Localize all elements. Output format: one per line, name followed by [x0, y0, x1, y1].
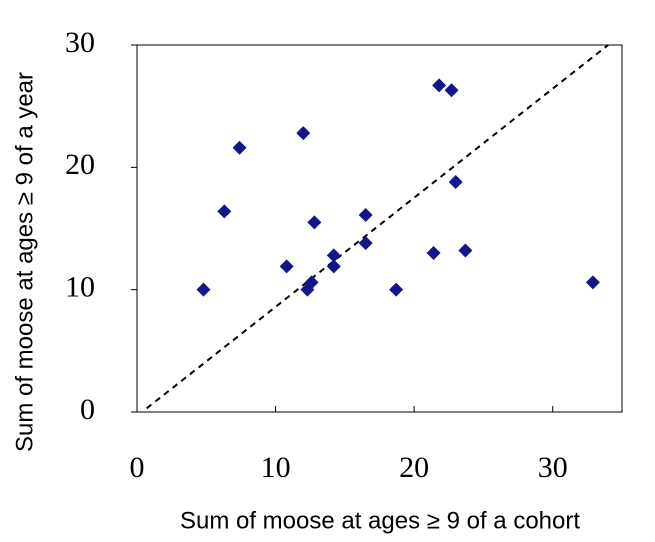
x-tick-label: 20 — [399, 451, 429, 484]
point — [432, 78, 447, 93]
reference-line — [146, 44, 609, 410]
point — [279, 259, 294, 274]
point — [426, 245, 441, 260]
y-tick-label: 10 — [65, 271, 95, 304]
y-axis-title: Sum of moose at ages ≥ 9 of a year — [11, 72, 38, 452]
point — [585, 275, 600, 290]
point — [326, 248, 341, 263]
point — [196, 282, 211, 297]
point — [296, 126, 311, 141]
y-tick-label: 30 — [65, 26, 95, 59]
point — [358, 208, 373, 223]
point — [304, 275, 319, 290]
x-axis-title: Sum of moose at ages ≥ 9 of a cohort — [180, 507, 580, 534]
x-tick-label: 30 — [538, 451, 568, 484]
point — [358, 236, 373, 251]
point — [389, 282, 404, 297]
point — [232, 140, 247, 155]
point — [217, 204, 232, 219]
point — [444, 83, 459, 98]
x-tick-label: 0 — [130, 451, 145, 484]
point — [448, 175, 463, 190]
point — [458, 243, 473, 258]
x-tick-label: 10 — [261, 451, 291, 484]
point — [307, 215, 322, 230]
y-tick-label: 0 — [80, 393, 95, 426]
plot-frame — [136, 44, 623, 413]
point — [326, 259, 341, 274]
y-tick-label: 20 — [65, 148, 95, 181]
